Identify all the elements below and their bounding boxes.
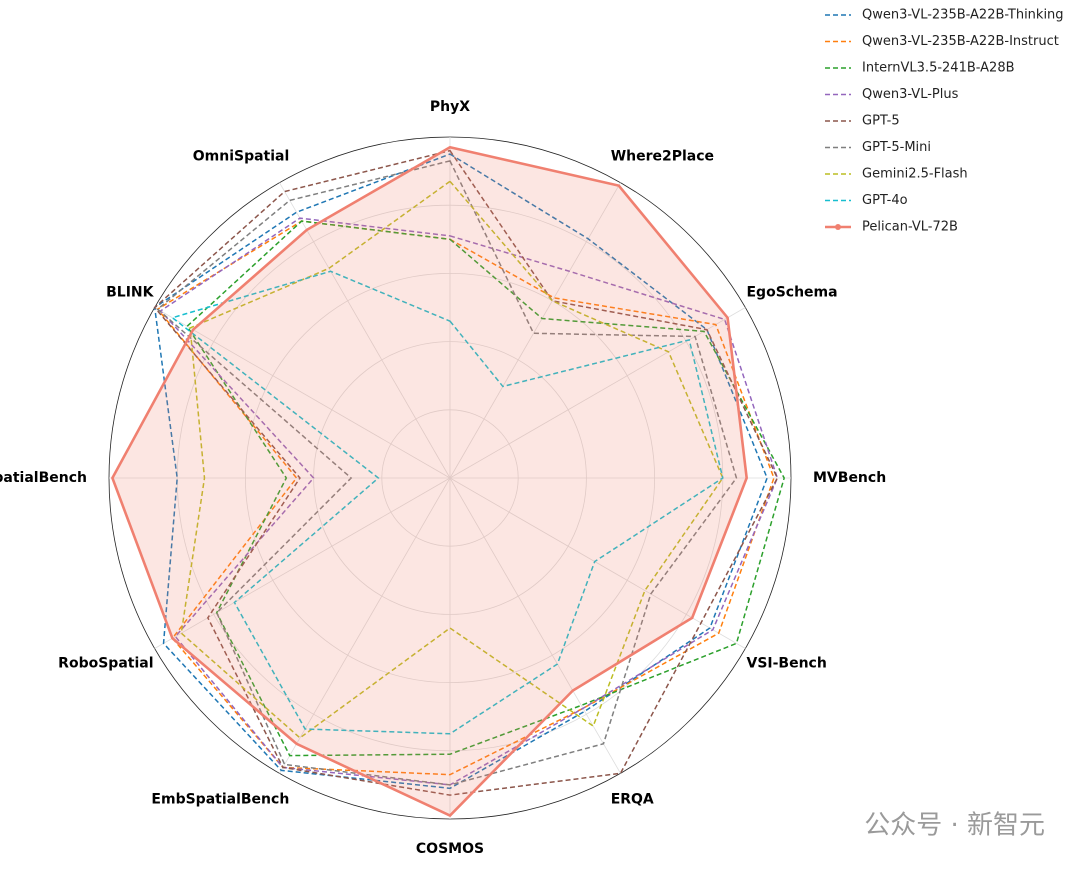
legend-text: Gemini2.5-Flash	[862, 167, 968, 182]
legend-text: Qwen3-VL-235B-A22B-Thinking	[862, 8, 1064, 23]
legend: Qwen3-VL-235B-A22B-Thinking Qwen3-VL-235B…	[825, 8, 1064, 235]
legend-text: GPT-5	[862, 114, 900, 129]
axis-label: Where2Place	[611, 149, 714, 165]
legend-text: Qwen3-VL-Plus	[862, 87, 959, 102]
axis-label: BLINK	[106, 285, 155, 301]
series-line	[153, 149, 779, 796]
series-line	[170, 270, 724, 735]
legend-text: GPT-5-Mini	[862, 140, 931, 155]
spoke	[449, 182, 621, 479]
series-line	[180, 180, 724, 739]
legend-text: InternVL3.5-241B-A28B	[862, 61, 1015, 76]
labels: PhyX Where2Place EgoSchema MVBench VSI-Bench…	[0, 99, 886, 857]
axis-label: EmbSpatialBench	[151, 791, 289, 807]
axis-label: PhyX	[430, 99, 470, 115]
spoke	[449, 307, 746, 479]
axis-label: MVBench	[813, 470, 886, 486]
spoke	[449, 477, 621, 774]
spoke	[279, 182, 451, 479]
spoke	[449, 477, 746, 649]
axis-label: ERQA	[611, 791, 654, 807]
legend-text: Qwen3-VL-235B-A22B-Instruct	[862, 34, 1059, 49]
spoke	[154, 477, 451, 649]
axis-label: OmniSpatial	[193, 149, 290, 165]
axis-label: EgoSchema	[746, 285, 837, 301]
watermark: 公众号 · 新智元	[864, 811, 1045, 841]
series-area	[110, 145, 748, 818]
axis-label: VSI-Bench	[746, 656, 826, 672]
series-line	[156, 159, 738, 786]
axis-label: COSMOS	[416, 841, 484, 857]
spoke	[279, 477, 451, 774]
series-layer	[110, 145, 785, 818]
legend-text: Pelican-VL-72B	[862, 220, 958, 235]
series-line	[186, 220, 785, 757]
spoke	[154, 307, 451, 479]
axis-label: RoboSpatial	[58, 656, 153, 672]
axis-label: RefSpatialBench	[0, 470, 87, 486]
legend-text: GPT-4o	[862, 193, 908, 208]
legend-marker	[835, 224, 841, 230]
